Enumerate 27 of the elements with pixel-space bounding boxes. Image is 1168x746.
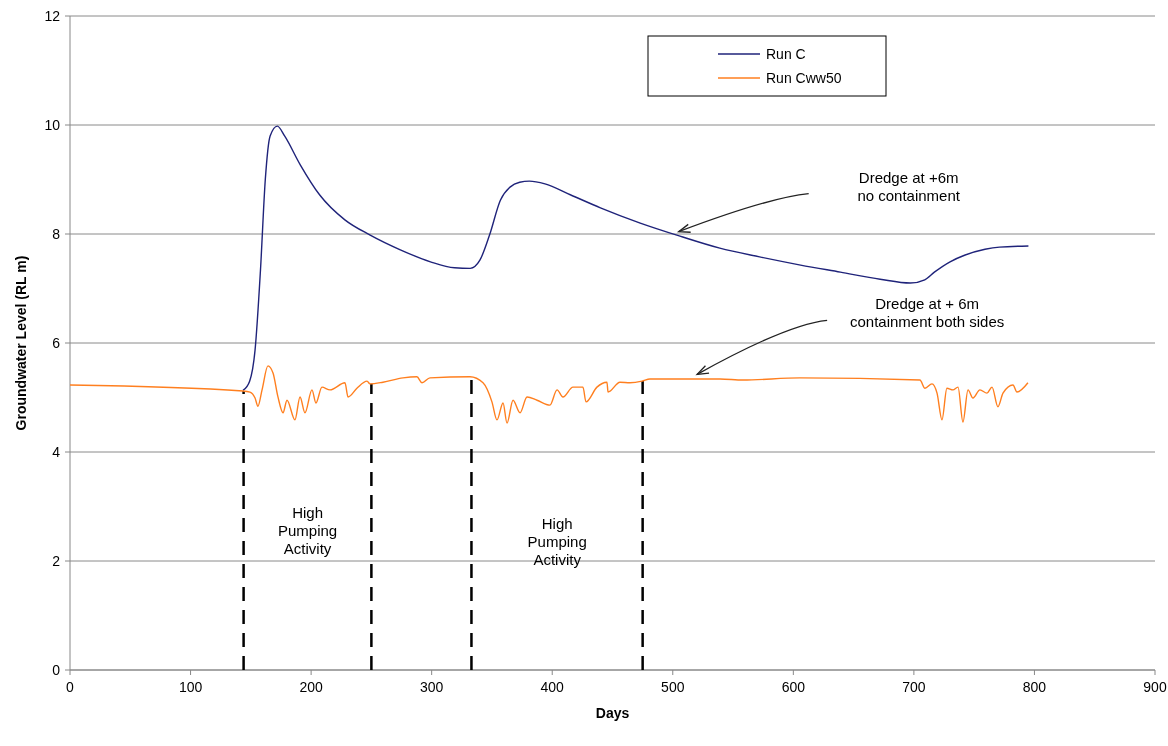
x-tick-label: 200 <box>299 679 323 695</box>
y-tick-label: 4 <box>52 444 61 460</box>
x-tick-label: 100 <box>178 679 203 695</box>
x-tick-label: 500 <box>661 679 685 695</box>
y-tick-label: 0 <box>52 662 61 678</box>
x-tick-label: 600 <box>781 679 806 695</box>
y-tick-label: 12 <box>44 8 61 24</box>
y-tick-label: 8 <box>52 226 61 242</box>
line-series <box>242 125 1030 392</box>
y-tick-label: 6 <box>52 335 61 351</box>
x-tick-label: 300 <box>419 679 444 695</box>
x-tick-label: 800 <box>1022 679 1047 695</box>
legend-label: Run C <box>766 46 806 62</box>
y-tick-label: 10 <box>44 117 61 133</box>
annotation: High Pumping Activity <box>527 514 587 568</box>
annotation: Dredge at + 6m containment both sides <box>850 295 1005 331</box>
annotation: Dredge at +6m no containment <box>857 168 961 204</box>
x-axis-title: Days <box>595 705 630 721</box>
x-tick-label: 400 <box>540 679 565 695</box>
x-tick-label: 700 <box>902 679 926 695</box>
y-tick-label: 2 <box>52 553 61 569</box>
y-axis-title: Groundwater Level (RL m) <box>13 255 29 431</box>
line-series <box>69 365 1029 424</box>
x-tick-label: 900 <box>1143 679 1167 695</box>
annotation: High Pumping Activity <box>278 503 338 557</box>
legend-label: Run Cww50 <box>766 70 842 86</box>
x-tick-label: 0 <box>66 679 75 695</box>
